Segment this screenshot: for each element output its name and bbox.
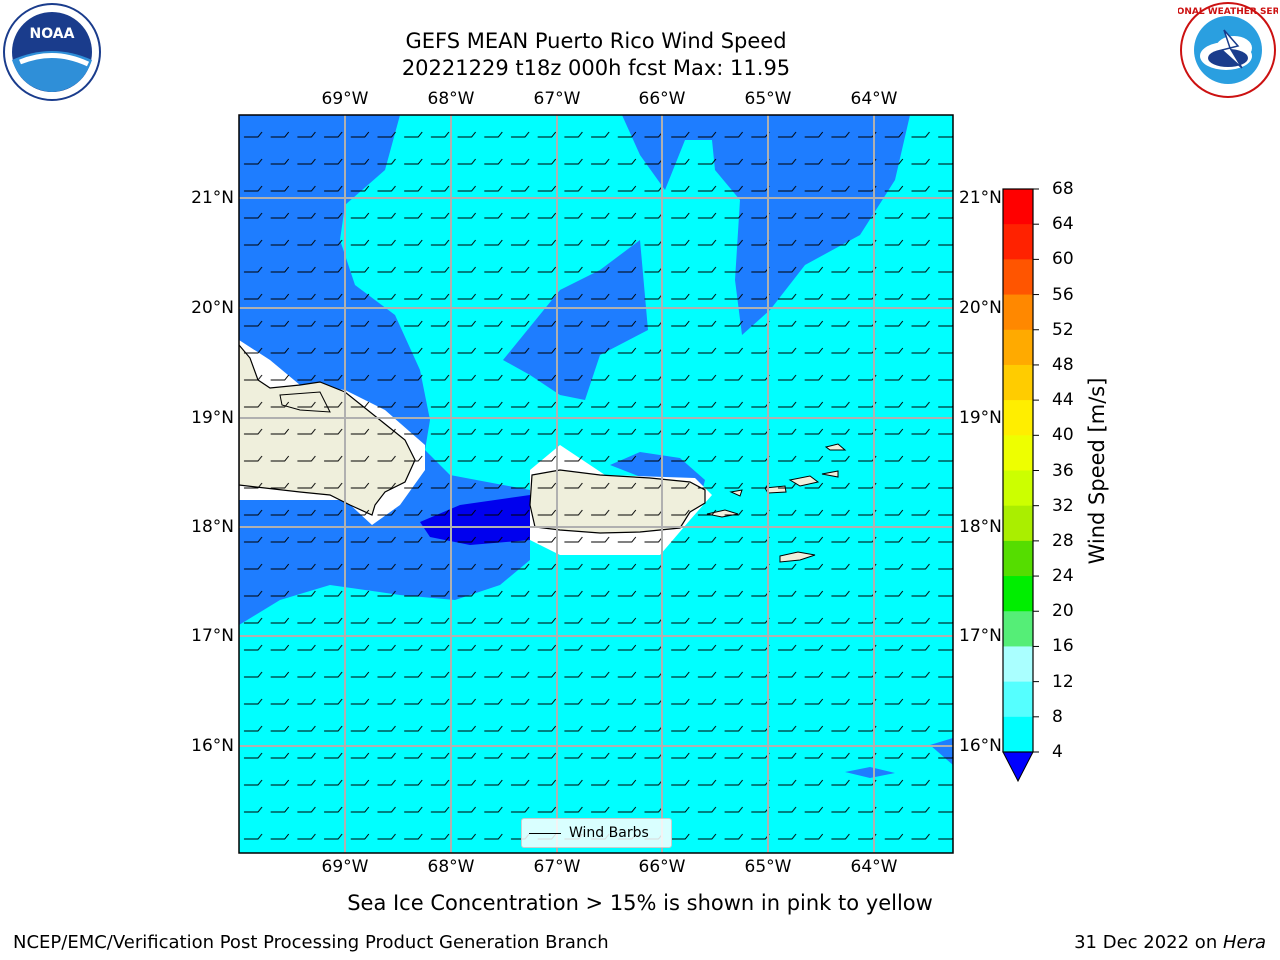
lon-tick-top: 65°W: [744, 89, 792, 109]
wind-barbs-layer: [239, 115, 953, 853]
lat-tick-left: 19°N: [191, 408, 234, 428]
colorbar-tick-label: 32: [1052, 495, 1074, 516]
colorbar-segment: [1003, 505, 1033, 542]
colorbar-segment: [1003, 716, 1033, 753]
footer-date: 31 Dec 2022 on: [1074, 932, 1223, 953]
lat-tick-right: 18°N: [959, 517, 1002, 537]
lon-tick-bottom: 67°W: [533, 857, 581, 877]
colorbar-tick-label: 24: [1052, 566, 1074, 587]
colorbar-segment: [1003, 364, 1033, 401]
lon-tick-bottom: 68°W: [427, 857, 475, 877]
colorbar-segment: [1003, 611, 1033, 647]
colorbar-tick-label: 8: [1052, 706, 1063, 727]
lat-tick-left: 17°N: [191, 626, 234, 646]
colorbar-tick-label: 56: [1052, 284, 1074, 305]
colorbar-under-arrow: [1002, 751, 1034, 783]
colorbar-tick-label: 60: [1052, 249, 1074, 270]
lat-tick-right: 16°N: [959, 736, 1002, 756]
colorbar-segment: [1003, 540, 1033, 577]
colorbar-segment: [1003, 435, 1033, 471]
lat-tick-right: 20°N: [959, 298, 1002, 318]
lon-tick-top: 66°W: [638, 89, 686, 109]
colorbar-tick-label: 36: [1052, 460, 1074, 481]
colorbar: [1002, 188, 1039, 783]
colorbar-segment: [1003, 681, 1033, 718]
map-frame: [238, 114, 954, 854]
colorbar-tick-label: 16: [1052, 636, 1074, 657]
lon-tick-bottom: 65°W: [744, 857, 792, 877]
colorbar-tick-label: 52: [1052, 319, 1074, 340]
lon-tick-top: 67°W: [533, 89, 581, 109]
wind-barb-legend-icon: [529, 832, 561, 834]
lon-tick-top: 68°W: [427, 89, 475, 109]
nws-logo-text: NATIONAL WEATHER SERVICE: [1178, 7, 1278, 17]
noaa-logo-icon: NOAA: [3, 3, 101, 101]
colorbar-tick-label: 40: [1052, 425, 1074, 446]
lon-tick-top: 69°W: [321, 89, 369, 109]
colorbar-tick-label: 28: [1052, 530, 1074, 551]
colorbar-segment: [1003, 224, 1033, 260]
lat-tick-left: 20°N: [191, 298, 234, 318]
lat-tick-right: 21°N: [959, 188, 1002, 208]
lat-tick-left: 21°N: [191, 188, 234, 208]
footer-left: NCEP/EMC/Verification Post Processing Pr…: [13, 932, 609, 953]
lon-tick-bottom: 66°W: [638, 857, 686, 877]
colorbar-segment: [1003, 646, 1033, 683]
map-subtitle: 20221229 t18z 000h fcst Max: 11.95: [401, 56, 791, 80]
footer-host: Hera: [1222, 932, 1266, 953]
colorbar-tick-label: 20: [1052, 601, 1074, 622]
lon-tick-bottom: 64°W: [850, 857, 898, 877]
sea-ice-note: Sea Ice Concentration > 15% is shown in …: [347, 891, 933, 915]
footer-right: 31 Dec 2022 on Hera: [1074, 932, 1266, 953]
map-title: GEFS MEAN Puerto Rico Wind Speed: [405, 29, 787, 53]
colorbar-segment: [1003, 576, 1033, 612]
map-gridlines: [239, 115, 953, 853]
colorbar-segment: [1003, 400, 1033, 436]
colorbar-tick-label: 4: [1052, 742, 1063, 762]
lat-tick-left: 16°N: [191, 736, 234, 756]
colorbar-segment: [1003, 189, 1033, 225]
noaa-logo-text: NOAA: [30, 26, 75, 42]
lon-tick-bottom: 69°W: [321, 857, 369, 877]
colorbar-segment: [1003, 259, 1033, 296]
colorbar-tick-label: 44: [1052, 390, 1074, 411]
colorbar-segment: [1003, 329, 1033, 366]
nws-logo-icon: NATIONAL WEATHER SERVICE: [1178, 2, 1278, 98]
colorbar-tick-label: 64: [1052, 214, 1074, 235]
colorbar-tick-label: 68: [1052, 179, 1074, 199]
colorbar-tick-label: 12: [1052, 671, 1074, 692]
colorbar-label: Wind Speed [m/s]: [1085, 377, 1109, 565]
map-legend: Wind Barbs: [521, 818, 672, 848]
lon-tick-top: 64°W: [850, 89, 898, 109]
lat-tick-right: 19°N: [959, 408, 1002, 428]
colorbar-segment: [1003, 470, 1033, 507]
lat-tick-left: 18°N: [191, 517, 234, 537]
colorbar-segment: [1003, 294, 1033, 331]
colorbar-tick-label: 48: [1052, 354, 1074, 375]
legend-label: Wind Barbs: [569, 825, 649, 841]
lat-tick-right: 17°N: [959, 626, 1002, 646]
